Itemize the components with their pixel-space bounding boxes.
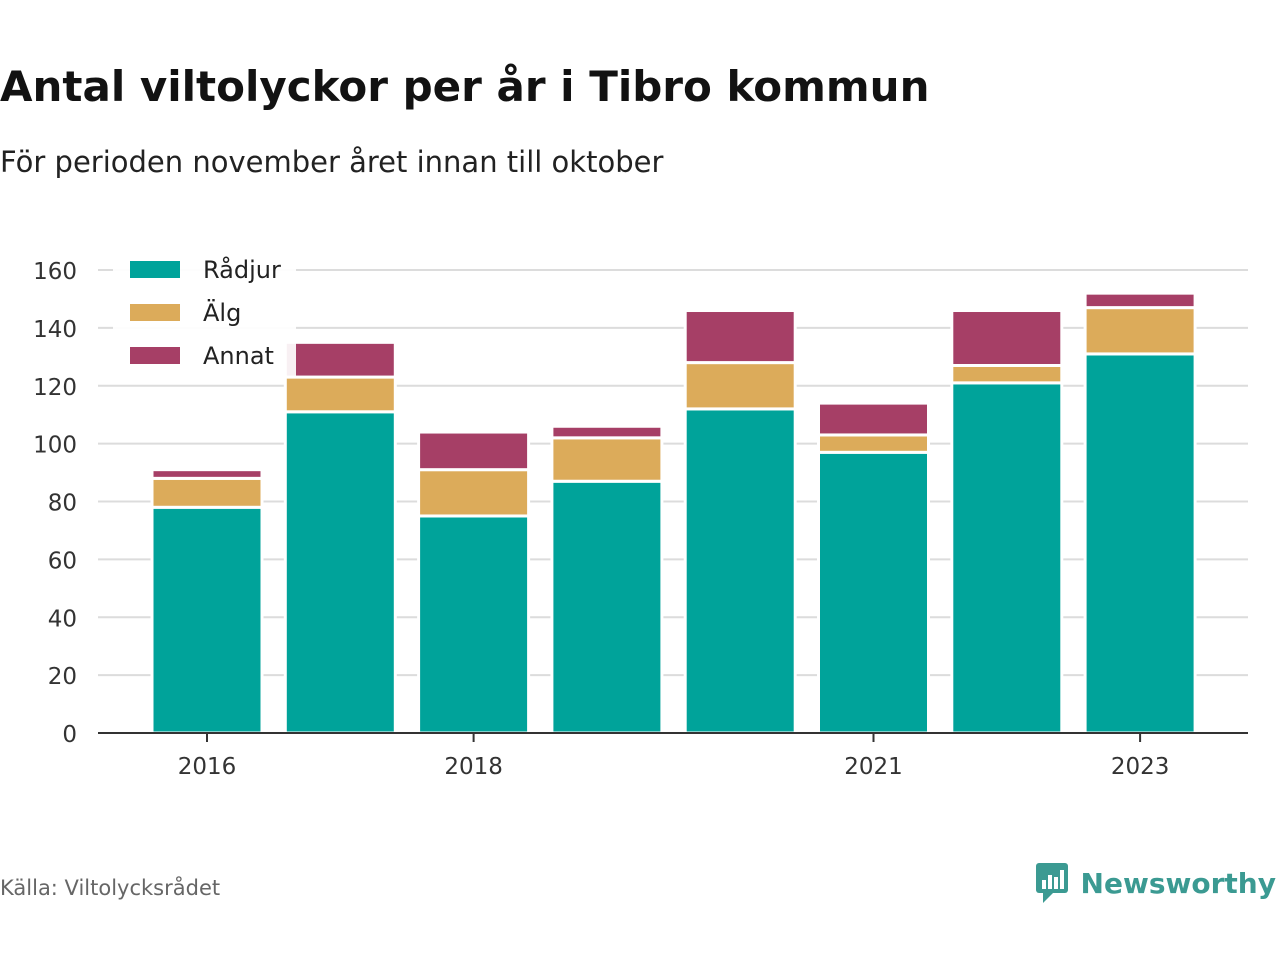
y-tick-label: 60	[48, 548, 77, 574]
bar-segment	[1083, 306, 1197, 356]
y-axis-tick-labels: 0 20 40 60 80 100 120 140 160	[33, 259, 77, 748]
legend: Rådjur Älg Annat	[113, 248, 296, 378]
bar-segment	[283, 410, 397, 735]
bar-stack-2017	[283, 340, 397, 735]
y-tick-label: 0	[62, 722, 77, 748]
y-tick-label: 20	[48, 664, 77, 690]
bar-segment	[150, 505, 264, 735]
legend-label: Älg	[203, 298, 241, 327]
bar-segment	[817, 401, 930, 437]
bars	[150, 291, 1197, 735]
legend-swatch	[130, 347, 180, 364]
y-tick-label: 40	[48, 606, 77, 632]
bar-segment	[550, 424, 664, 440]
legend-label: Rådjur	[203, 255, 281, 284]
bar-segment	[283, 340, 397, 379]
bar-segment	[817, 433, 930, 454]
bar-segment	[683, 361, 797, 411]
bar-segment	[550, 436, 664, 483]
y-tick-label: 120	[33, 375, 77, 401]
x-tick-label: 2018	[444, 754, 503, 780]
bar-stack-2016	[150, 468, 264, 735]
brand-logo: Newsworthy	[1035, 863, 1276, 903]
bar-segment	[417, 430, 531, 472]
bar-segment	[417, 514, 531, 735]
brand-name: Newsworthy	[1080, 866, 1276, 900]
bar-segment	[150, 476, 264, 509]
bar-stack-2019	[550, 424, 664, 735]
legend-swatch	[130, 261, 180, 278]
bar-stack-2022	[950, 309, 1064, 735]
bar-segment	[1083, 291, 1197, 310]
bar-segment	[550, 479, 664, 735]
bar-segment	[283, 375, 397, 414]
newsworthy-logo-icon	[1035, 863, 1068, 903]
bar-segment	[417, 468, 531, 518]
legend-swatch	[130, 304, 180, 321]
chart-title: Antal viltolyckor per år i Tibro kommun	[0, 62, 930, 111]
y-tick-label: 80	[48, 491, 77, 517]
y-tick-label: 140	[33, 317, 77, 343]
x-tick-label: 2016	[178, 754, 237, 780]
bar-segment	[150, 468, 264, 480]
chart-subtitle: För perioden november året innan till ok…	[0, 145, 664, 179]
source-note: Källa: Viltolycksrådet	[0, 876, 221, 900]
bar-segment	[683, 407, 797, 735]
bar-segment	[950, 381, 1064, 735]
bar-segment	[950, 309, 1064, 367]
x-tick-label: 2021	[844, 754, 903, 780]
bar-segment	[683, 309, 797, 365]
x-axis: 2016 2018 2021 2023	[98, 732, 1248, 780]
bar-segment	[817, 450, 930, 735]
bar-stack-2023	[1083, 291, 1197, 735]
bar-stack-2018	[417, 430, 531, 735]
bar-segment	[950, 363, 1064, 385]
x-tick-label: 2023	[1111, 754, 1170, 780]
bar-stack-2020	[683, 309, 797, 735]
bar-segment	[1083, 352, 1197, 735]
y-tick-label: 100	[33, 433, 77, 459]
y-tick-label: 160	[33, 259, 77, 285]
bar-stack-2021	[817, 401, 930, 735]
legend-label: Annat	[203, 342, 274, 370]
